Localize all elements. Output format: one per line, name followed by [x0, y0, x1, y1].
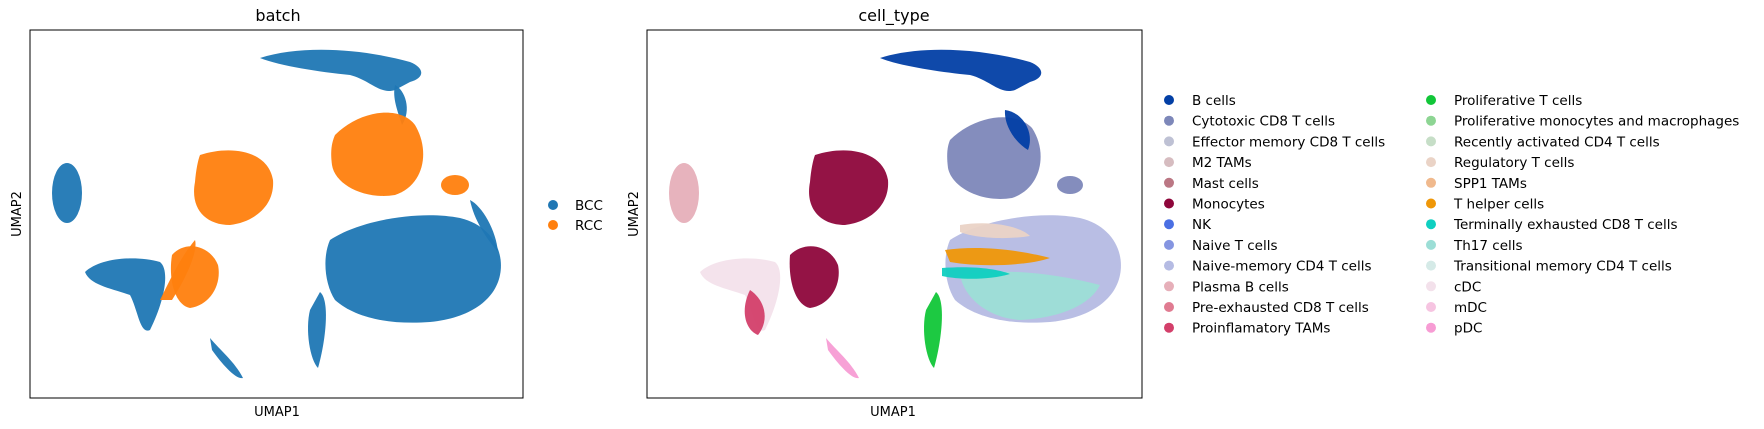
cell-type-legend-label: NK	[1192, 217, 1212, 233]
cell-type-legend-marker	[1426, 302, 1436, 312]
cell-type-legend-label: Pre-exhausted CD8 T cells	[1192, 300, 1369, 316]
cell-type-ylabel: UMAP2	[627, 191, 642, 237]
cell-type-legend-label: Mast cells	[1192, 176, 1259, 192]
th17-cluster	[960, 271, 1100, 320]
term-exhausted-band	[942, 267, 1010, 279]
cell-type-legend-label: cDC	[1454, 279, 1481, 295]
cell-type-scatter-points	[669, 49, 1121, 379]
batch-legend-label: BCC	[575, 198, 603, 214]
cell-type-legend-label: Proliferative monocytes and macrophages	[1454, 114, 1739, 130]
cell-type-legend-marker	[1164, 260, 1174, 271]
cytotoxic-small	[1057, 176, 1083, 194]
cell-type-legend-marker	[1426, 198, 1436, 209]
cdc-cluster	[700, 258, 781, 331]
cell-type-legend-label: T helper cells	[1453, 197, 1544, 213]
cell-type-legend-marker	[1426, 177, 1436, 188]
cell-type-legend-label: Monocytes	[1192, 197, 1265, 213]
cell-type-legend-marker	[1426, 281, 1436, 292]
rcc-small-blob	[441, 175, 469, 195]
batch-legend-marker	[548, 200, 558, 210]
cell-type-legend-label: Effector memory CD8 T cells	[1192, 134, 1385, 150]
cell-type-legend-label: Th17 cells	[1453, 238, 1523, 254]
bcc-mid-streak	[307, 292, 326, 368]
cell-type-legend-marker	[1426, 239, 1436, 250]
monocytes-lower	[789, 246, 839, 308]
bcc-left-cluster	[52, 163, 82, 223]
cell-type-legend-label: Naive T cells	[1192, 238, 1278, 254]
cell-type-legend-marker	[1426, 219, 1436, 230]
cell-type-legend-label: Terminally exhausted CD8 T cells	[1453, 217, 1678, 233]
batch-plot-frame	[29, 29, 524, 399]
monocytes-cluster	[809, 150, 889, 225]
rcc-bridge	[160, 240, 196, 300]
regulatory-band	[960, 223, 1030, 239]
cell-type-legend-marker	[1426, 322, 1436, 333]
proinflam-cluster	[744, 290, 765, 335]
cell-type-legend-label: M2 TAMs	[1192, 155, 1252, 171]
cell-type-legend-label: Regulatory T cells	[1454, 155, 1574, 171]
cell-type-legend-label: Cytotoxic CD8 T cells	[1192, 114, 1335, 130]
cell-type-panel: cell_type UMAP1 UMAP2 B cells Cytotoxic C…	[627, 6, 1739, 420]
cell-type-legend-label: Transitional memory CD4 T cells	[1453, 259, 1672, 275]
cell-type-legend-marker	[1164, 95, 1174, 105]
cell-type-legend-marker	[1164, 302, 1174, 312]
cell-type-legend-label: pDC	[1454, 321, 1482, 337]
cell-type-legend-label: mDC	[1454, 300, 1487, 316]
cell-type-legend-label: Naive-memory CD4 T cells	[1192, 259, 1372, 275]
cell-type-title: cell_type	[858, 6, 929, 26]
cell-type-legend-label: Proliferative T cells	[1454, 93, 1582, 109]
cell-type-legend: B cells Cytotoxic CD8 T cells Effector mem…	[1164, 93, 1739, 337]
cell-type-legend-marker	[1164, 281, 1174, 292]
cell-type-legend-marker	[1164, 115, 1174, 126]
rcc-upper-right-cluster	[331, 112, 424, 196]
cell-type-legend-marker	[1164, 136, 1174, 147]
cell-type-legend-marker	[1426, 260, 1436, 271]
bcc-small-streak	[210, 338, 243, 379]
bcc-lower-left-cluster	[85, 258, 166, 331]
batch-legend-marker	[548, 220, 558, 230]
cell-type-legend-marker	[1426, 95, 1436, 105]
cell-type-legend-marker	[1164, 177, 1174, 188]
batch-legend-label: RCC	[575, 218, 603, 234]
bcc-right-tail	[470, 200, 498, 252]
cell-type-legend-marker	[1164, 239, 1174, 250]
cell-type-legend-marker	[1426, 115, 1436, 126]
batch-title: batch	[255, 6, 300, 25]
cell-type-legend-marker	[1164, 322, 1174, 333]
b-cells-secondary	[1004, 110, 1030, 150]
pdc-streak	[826, 338, 859, 379]
batch-ylabel: UMAP2	[10, 191, 25, 237]
cell-type-legend-label: Plasma B cells	[1192, 279, 1289, 295]
rcc-center-cluster	[194, 150, 274, 225]
batch-panel: batch UMAP1 UMAP2 BCC RCC	[10, 6, 603, 420]
thelper-band	[945, 247, 1050, 266]
plasma-cluster	[669, 163, 699, 223]
cell-type-legend-marker	[1426, 157, 1436, 168]
cell-type-legend-marker	[1164, 198, 1174, 209]
cell-type-legend-label: B cells	[1192, 93, 1236, 109]
cell-type-legend-label: SPP1 TAMs	[1454, 176, 1527, 192]
cell-type-legend-label: Proinflamatory TAMs	[1192, 321, 1330, 337]
cell-type-legend-marker	[1164, 157, 1174, 168]
batch-legend: BCC RCC	[548, 198, 603, 234]
cell-type-legend-label: Recently activated CD4 T cells	[1454, 134, 1660, 150]
cell-type-plot-frame	[646, 29, 1143, 399]
batch-scatter-points	[52, 49, 501, 379]
cell-type-legend-marker	[1164, 219, 1174, 230]
cell-type-legend-marker	[1426, 136, 1436, 147]
cell-type-xlabel: UMAP1	[870, 405, 916, 420]
bcc-right-cluster	[325, 215, 501, 323]
bcc-top-cluster	[260, 49, 422, 92]
b-cells-top-cluster	[880, 49, 1042, 92]
bcc-top-tail	[394, 85, 407, 125]
prolif-t-streak	[923, 292, 942, 368]
batch-xlabel: UMAP1	[254, 405, 300, 420]
